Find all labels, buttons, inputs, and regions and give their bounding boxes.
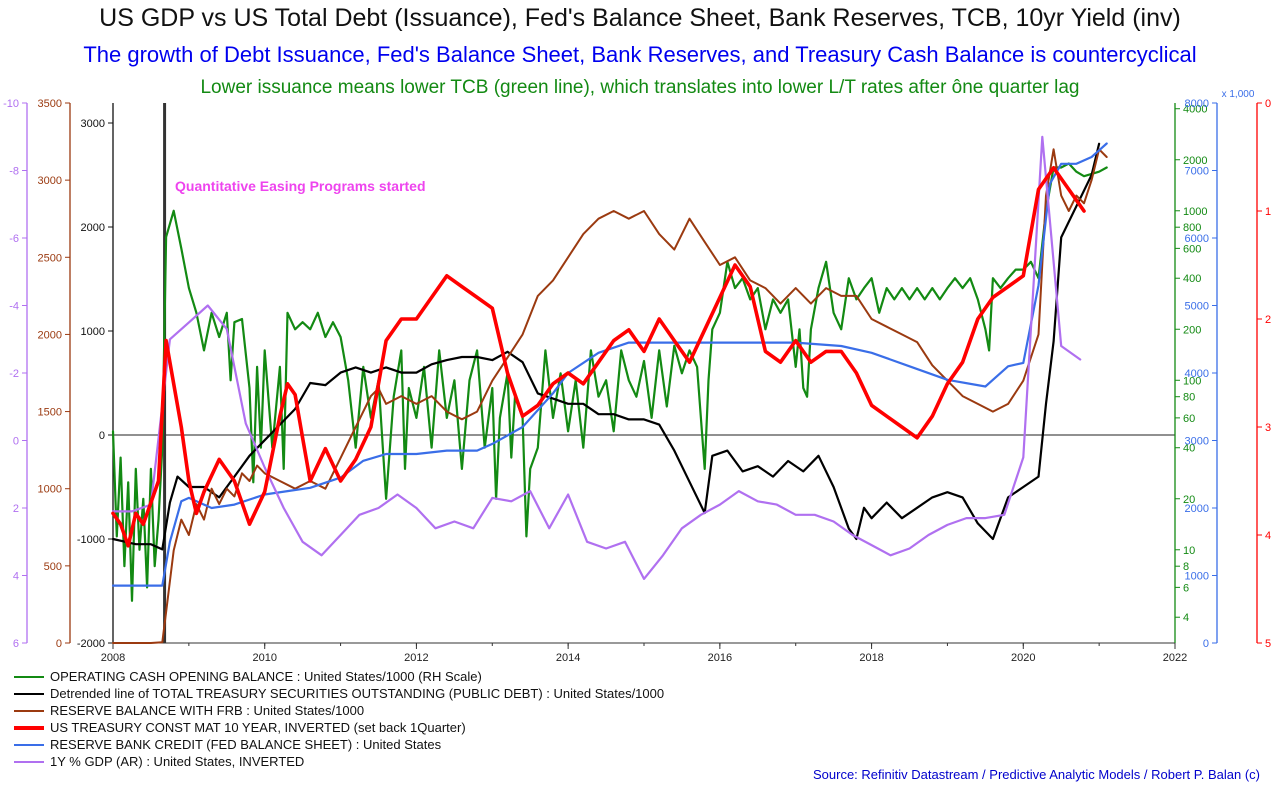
qe-annotation: Quantitative Easing Programs started <box>175 178 426 194</box>
series-line-black <box>111 142 1101 551</box>
x-tick-label: 2008 <box>101 652 125 664</box>
x-tick-label: 2020 <box>1011 652 1035 664</box>
x-tick-label: 2016 <box>708 652 732 664</box>
red-axis-tick-label: 4 <box>1265 530 1271 542</box>
green-axis-tick-label: 100 <box>1183 375 1201 387</box>
legend-item: US TREASURY CONST MAT 10 YEAR, INVERTED … <box>14 719 664 736</box>
legend-label: RESERVE BANK CREDIT (FED BALANCE SHEET) … <box>50 737 442 752</box>
brown-axis-tick-label: 2500 <box>38 252 62 264</box>
legend-label: 1Y % GDP (AR) : United States, INVERTED <box>50 754 305 769</box>
series-line-blue <box>111 142 1108 587</box>
legend-swatch <box>14 692 44 695</box>
legend-item: 1Y % GDP (AR) : United States, INVERTED <box>14 753 664 770</box>
x-tick-label: 2022 <box>1163 652 1187 664</box>
green-axis-tick-label: 80 <box>1183 392 1195 404</box>
legend-swatch <box>14 725 44 730</box>
green-axis-tick-label: 2000 <box>1183 155 1207 167</box>
red-axis-tick-label: 3 <box>1265 422 1271 434</box>
legend-swatch <box>14 709 44 712</box>
series-line-brown <box>112 148 1108 644</box>
brown-axis-tick-label: 1500 <box>38 407 62 419</box>
green-axis-tick-label: 4 <box>1183 612 1189 624</box>
purple-axis-tick-label: 4 <box>13 571 19 583</box>
black-axis-tick-label: 1000 <box>81 326 105 338</box>
x-tick-label: 2010 <box>252 652 276 664</box>
green-axis-tick-label: 60 <box>1183 413 1195 425</box>
legend-swatch <box>14 743 44 746</box>
red-axis-tick-label: 5 <box>1265 638 1271 650</box>
purple-axis-tick-label: 2 <box>13 503 19 515</box>
source-note: Source: Refinitiv Datastream / Predictiv… <box>812 767 1260 782</box>
black-axis-tick-label: 2000 <box>81 222 105 234</box>
blue-axis-tick-label: 5000 <box>1185 301 1209 313</box>
legend-label: RESERVE BALANCE WITH FRB : United States… <box>50 703 365 718</box>
legend-label: OPERATING CASH OPENING BALANCE : United … <box>50 669 482 684</box>
blue-axis-unit: x 1,000 <box>1222 89 1255 100</box>
green-axis-tick-label: 400 <box>1183 273 1201 285</box>
purple-axis-tick-label: -6 <box>9 233 19 245</box>
green-axis-tick-label: 600 <box>1183 243 1201 255</box>
green-axis-tick-label: 8 <box>1183 561 1189 573</box>
black-axis-tick-label: 0 <box>99 430 105 442</box>
green-axis-tick-label: 4000 <box>1183 104 1207 116</box>
legend-item: Detrended line of TOTAL TREASURY SECURIT… <box>14 685 664 702</box>
legend-item: OPERATING CASH OPENING BALANCE : United … <box>14 668 664 685</box>
blue-axis-tick-label: 8000 <box>1185 98 1209 110</box>
chart-title: US GDP vs US Total Debt (Issuance), Fed'… <box>99 4 1181 32</box>
blue-axis-tick-label: 1000 <box>1185 571 1209 583</box>
purple-axis-tick-label: -4 <box>9 301 19 313</box>
black-axis-tick-label: -1000 <box>77 534 105 546</box>
series-line-purple <box>111 135 1082 581</box>
purple-axis-tick-label: 0 <box>13 436 19 448</box>
x-tick-label: 2012 <box>404 652 428 664</box>
green-axis-tick-label: 1000 <box>1183 206 1207 218</box>
purple-axis-tick-label: -8 <box>9 166 19 178</box>
brown-axis-tick-label: 1000 <box>38 484 62 496</box>
green-axis-tick-label: 20 <box>1183 494 1195 506</box>
blue-axis-tick-label: 4000 <box>1185 368 1209 380</box>
legend-swatch <box>14 760 44 763</box>
blue-axis-tick-label: 6000 <box>1185 233 1209 245</box>
purple-axis-tick-label: -10 <box>3 98 19 110</box>
blue-axis-tick-label: 3000 <box>1185 436 1209 448</box>
series-line-green <box>111 162 1108 602</box>
legend: OPERATING CASH OPENING BALANCE : United … <box>14 668 664 770</box>
black-axis-tick-label: -2000 <box>77 638 105 650</box>
red-axis-tick-label: 0 <box>1265 98 1271 110</box>
green-axis-tick-label: 10 <box>1183 545 1195 557</box>
legend-label: US TREASURY CONST MAT 10 YEAR, INVERTED … <box>50 720 466 735</box>
legend-item: RESERVE BANK CREDIT (FED BALANCE SHEET) … <box>14 736 664 753</box>
green-axis-tick-label: 40 <box>1183 443 1195 455</box>
purple-axis-tick-label: 6 <box>13 638 19 650</box>
x-tick-label: 2014 <box>556 652 580 664</box>
legend-swatch <box>14 675 44 678</box>
brown-axis-tick-label: 2000 <box>38 329 62 341</box>
chart-subtitle: The growth of Debt Issuance, Fed's Balan… <box>83 42 1197 67</box>
red-axis-tick-label: 2 <box>1265 314 1271 326</box>
green-axis-tick-label: 200 <box>1183 324 1201 336</box>
blue-axis-tick-label: 0 <box>1203 638 1209 650</box>
green-axis-tick-label: 6 <box>1183 582 1189 594</box>
blue-axis-tick-label: 2000 <box>1185 503 1209 515</box>
purple-axis-tick-label: -2 <box>9 368 19 380</box>
chart-subtitle-2: Lower issuance means lower TCB (green li… <box>200 77 1080 98</box>
brown-axis-tick-label: 3000 <box>38 175 62 187</box>
brown-axis-tick-label: 500 <box>44 561 62 573</box>
brown-axis-tick-label: 3500 <box>38 98 62 110</box>
red-axis-tick-label: 1 <box>1265 206 1271 218</box>
legend-item: RESERVE BALANCE WITH FRB : United States… <box>14 702 664 719</box>
blue-axis-tick-label: 7000 <box>1185 166 1209 178</box>
green-axis-tick-label: 800 <box>1183 222 1201 234</box>
legend-label: Detrended line of TOTAL TREASURY SECURIT… <box>50 686 665 701</box>
x-tick-label: 2018 <box>859 652 883 664</box>
series-line-red <box>111 166 1086 548</box>
brown-axis-tick-label: 0 <box>56 638 62 650</box>
black-axis-tick-label: 3000 <box>81 118 105 130</box>
